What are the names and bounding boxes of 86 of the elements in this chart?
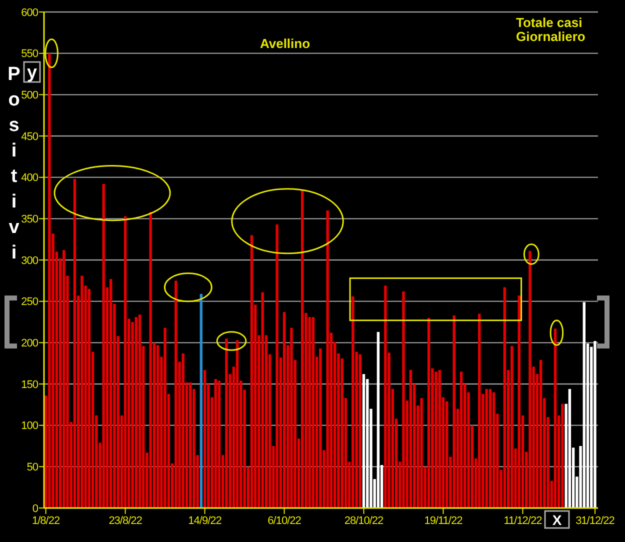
bar <box>174 280 178 508</box>
x-tick-label: 14/9/22 <box>188 515 222 527</box>
bar <box>80 276 84 508</box>
bar <box>539 360 542 508</box>
y-tick-label: 0 <box>32 502 38 515</box>
bar <box>554 328 557 508</box>
bar <box>182 353 184 508</box>
x-tick-label: 31/12/22 <box>576 515 615 527</box>
bar <box>276 224 278 508</box>
bar <box>503 287 506 508</box>
bar <box>420 398 423 508</box>
bar <box>409 370 412 508</box>
y-tick-label: 550 <box>21 48 38 60</box>
y-tick-label: 350 <box>21 214 38 226</box>
x-tick-label: 6/10/22 <box>268 515 302 527</box>
x-tick-label: 19/11/22 <box>424 515 463 527</box>
y-tick-label: 150 <box>21 378 38 391</box>
y-tick-label: 500 <box>21 90 38 102</box>
bar <box>149 212 152 508</box>
bar <box>218 380 221 508</box>
bar <box>402 291 405 508</box>
bar <box>594 341 596 508</box>
bar <box>485 388 488 508</box>
y-tick-label: 600 <box>21 6 38 19</box>
bar <box>528 250 532 508</box>
bar <box>214 379 217 508</box>
bar <box>188 382 192 508</box>
bar <box>326 210 329 508</box>
bar <box>312 317 315 508</box>
bar <box>362 374 366 508</box>
y-tick-label: 250 <box>21 296 38 308</box>
bar <box>492 392 496 508</box>
bar <box>376 332 380 508</box>
bar <box>460 372 463 508</box>
bar <box>510 346 514 508</box>
y-tick-label: 200 <box>21 338 38 350</box>
y-tick-label: 50 <box>26 462 38 474</box>
text: y <box>26 62 38 82</box>
bar <box>427 318 430 508</box>
x-tick-label: 11/12/22 <box>504 515 542 527</box>
bar <box>109 279 112 508</box>
bar <box>124 216 127 508</box>
bar <box>434 372 438 508</box>
bar <box>478 314 481 508</box>
bar <box>300 190 304 508</box>
bar <box>200 294 203 508</box>
bar <box>319 348 322 508</box>
bar <box>164 328 166 508</box>
y-tick-label: 450 <box>21 130 38 143</box>
bar <box>88 288 91 508</box>
y-axis-title: Positivi <box>8 64 21 264</box>
bar <box>250 235 254 508</box>
bar <box>488 388 492 508</box>
bar <box>73 178 76 508</box>
bar <box>518 296 520 508</box>
bar <box>203 370 206 508</box>
bar <box>156 345 160 508</box>
bar <box>138 314 142 508</box>
bar <box>290 328 293 508</box>
bar <box>62 250 66 508</box>
x-tick-label: 1/8/22 <box>32 515 60 527</box>
bar <box>236 340 239 508</box>
bar <box>561 404 564 508</box>
x-axis-title: X <box>552 512 562 528</box>
bar <box>308 317 311 508</box>
x-tick-label: 28/10/22 <box>344 515 384 527</box>
bar <box>358 354 362 508</box>
bar <box>446 401 448 508</box>
bar <box>261 292 264 508</box>
x-tick-label: 23/8/22 <box>108 515 142 527</box>
bar <box>352 296 354 508</box>
text: Avellino <box>260 36 310 51</box>
y-tick-label: 100 <box>21 420 38 432</box>
bar <box>225 338 228 508</box>
bar <box>568 388 572 508</box>
bar <box>102 184 105 508</box>
bar <box>582 302 586 508</box>
bar <box>452 315 456 508</box>
bar <box>134 317 138 508</box>
bar <box>48 53 51 508</box>
bar <box>438 370 441 508</box>
bar <box>282 312 286 508</box>
bar <box>384 286 387 508</box>
text: Totale casi Giornaliero <box>516 15 586 44</box>
y-tick-label: 400 <box>21 172 38 184</box>
y-tick-label: 300 <box>21 254 38 267</box>
